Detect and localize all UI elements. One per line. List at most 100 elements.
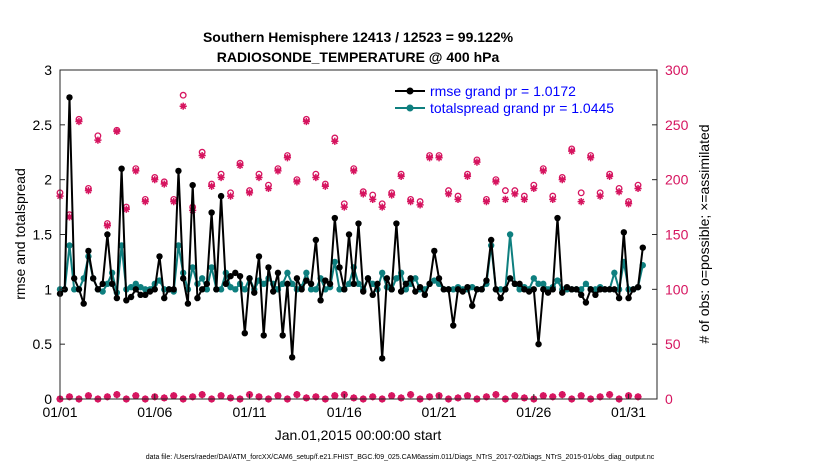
rmse-point (435, 275, 443, 282)
rmse-point (312, 236, 320, 244)
rmse-point (502, 286, 509, 293)
bottom-assimilated-obs-marker (463, 392, 472, 400)
assimilated-obs-marker (340, 203, 348, 211)
bottom-assimilated-obs-marker (539, 392, 547, 400)
assimilated-obs-marker (435, 154, 443, 162)
rmse-point (85, 247, 92, 255)
rmse-point (274, 269, 282, 277)
totalspread-point (241, 286, 248, 293)
y-tick-label-right: 50 (665, 336, 681, 352)
assimilated-obs-marker (321, 182, 329, 190)
rmse-point (615, 294, 623, 302)
rmse-point (179, 275, 187, 282)
bottom-assimilated-obs-marker (388, 392, 396, 400)
assimilated-obs-marker (293, 178, 301, 186)
rmse-point (364, 275, 372, 282)
chart-subtitle: RADIOSONDE_TEMPERATURE @ 400 hPa (217, 49, 500, 65)
rmse-point (516, 280, 523, 288)
rmse-point (341, 286, 348, 293)
rmse-point (374, 280, 381, 288)
totalspread-point (369, 280, 376, 288)
assimilated-obs-marker (530, 184, 538, 193)
rmse-point (279, 332, 286, 339)
assimilated-obs-marker (103, 222, 111, 230)
totalspread-point (198, 275, 206, 282)
rmse-point (360, 288, 367, 295)
assimilated-obs-marker (302, 117, 310, 126)
rmse-point (156, 253, 163, 260)
assimilated-obs-marker (331, 137, 339, 145)
rmse-point (431, 247, 438, 255)
rmse-point (568, 286, 575, 293)
totalspread-point (378, 269, 386, 277)
rmse-point (393, 220, 400, 227)
legend-rmse-marker (406, 87, 414, 95)
bottom-assimilated-obs-marker (226, 394, 235, 402)
rmse-point (75, 286, 83, 293)
y-tick-label-left: 1.5 (33, 227, 53, 243)
rmse-point (222, 280, 230, 288)
x-tick-label: 01/31 (611, 404, 646, 420)
rmse-point (151, 286, 158, 293)
rmse-point (317, 297, 324, 304)
assimilated-obs-marker (151, 176, 159, 184)
totalspread-point (132, 280, 140, 288)
rmse-point (620, 229, 628, 236)
assimilated-obs-marker (473, 158, 481, 166)
rmse-point (203, 280, 211, 288)
rmse-point (322, 277, 329, 284)
assimilated-obs-marker (160, 180, 168, 188)
rmse-point (573, 286, 580, 293)
bottom-assimilated-obs-marker (198, 391, 206, 399)
assimilated-obs-marker (378, 203, 386, 211)
rmse-point (284, 280, 291, 288)
rmse-point (535, 340, 542, 348)
x-tick-label: 01/21 (422, 404, 457, 420)
bottom-assimilated-obs-marker (170, 392, 178, 400)
rmse-point (89, 275, 97, 282)
rmse-point (582, 299, 590, 306)
assimilated-obs-marker (539, 167, 547, 175)
assimilated-obs-marker (245, 189, 254, 197)
rmse-point (260, 332, 267, 339)
rmse-point (540, 286, 547, 293)
rmse-point (469, 302, 476, 309)
data-file-footer: data file: /Users/raeder/DAI/ATM_forcXX/… (146, 454, 655, 461)
assimilated-obs-marker (359, 190, 367, 198)
rmse-point (407, 275, 414, 282)
totalspread-point (307, 286, 315, 293)
assimilated-obs-marker (226, 192, 235, 200)
assimilated-obs-marker (482, 198, 491, 206)
rmse-point (99, 280, 106, 288)
rmse-point (402, 280, 410, 288)
bottom-assimilated-obs-marker (454, 394, 462, 402)
totalspread-point (208, 264, 215, 271)
possible-obs-marker (577, 189, 585, 197)
rmse-point (241, 330, 248, 337)
rmse-point (606, 286, 613, 293)
assimilated-obs-marker (264, 184, 273, 193)
possible-obs-marker (179, 91, 187, 99)
rmse-point (104, 231, 111, 238)
assimilated-obs-marker (350, 167, 358, 175)
totalspread-point (66, 242, 73, 249)
assimilated-obs-marker (549, 195, 557, 204)
bottom-assimilated-obs-marker (84, 392, 93, 400)
rmse-point (127, 293, 135, 301)
rmse-point (137, 291, 144, 299)
totalspread-point (535, 280, 542, 288)
x-tick-label: 01/16 (327, 404, 362, 420)
rmse-point (601, 286, 609, 293)
totalspread-point (577, 286, 585, 293)
bottom-assimilated-obs-marker (350, 394, 358, 402)
y-tick-label-left: 2 (44, 172, 52, 188)
rmse-point (421, 291, 429, 299)
totalspread-point (554, 277, 561, 284)
rmse-point (265, 264, 272, 271)
rmse-point (450, 322, 457, 329)
assimilated-obs-marker (217, 173, 225, 182)
totalspread-point (393, 275, 400, 282)
bottom-assimilated-obs-marker (293, 391, 301, 399)
totalspread-point (217, 286, 225, 293)
